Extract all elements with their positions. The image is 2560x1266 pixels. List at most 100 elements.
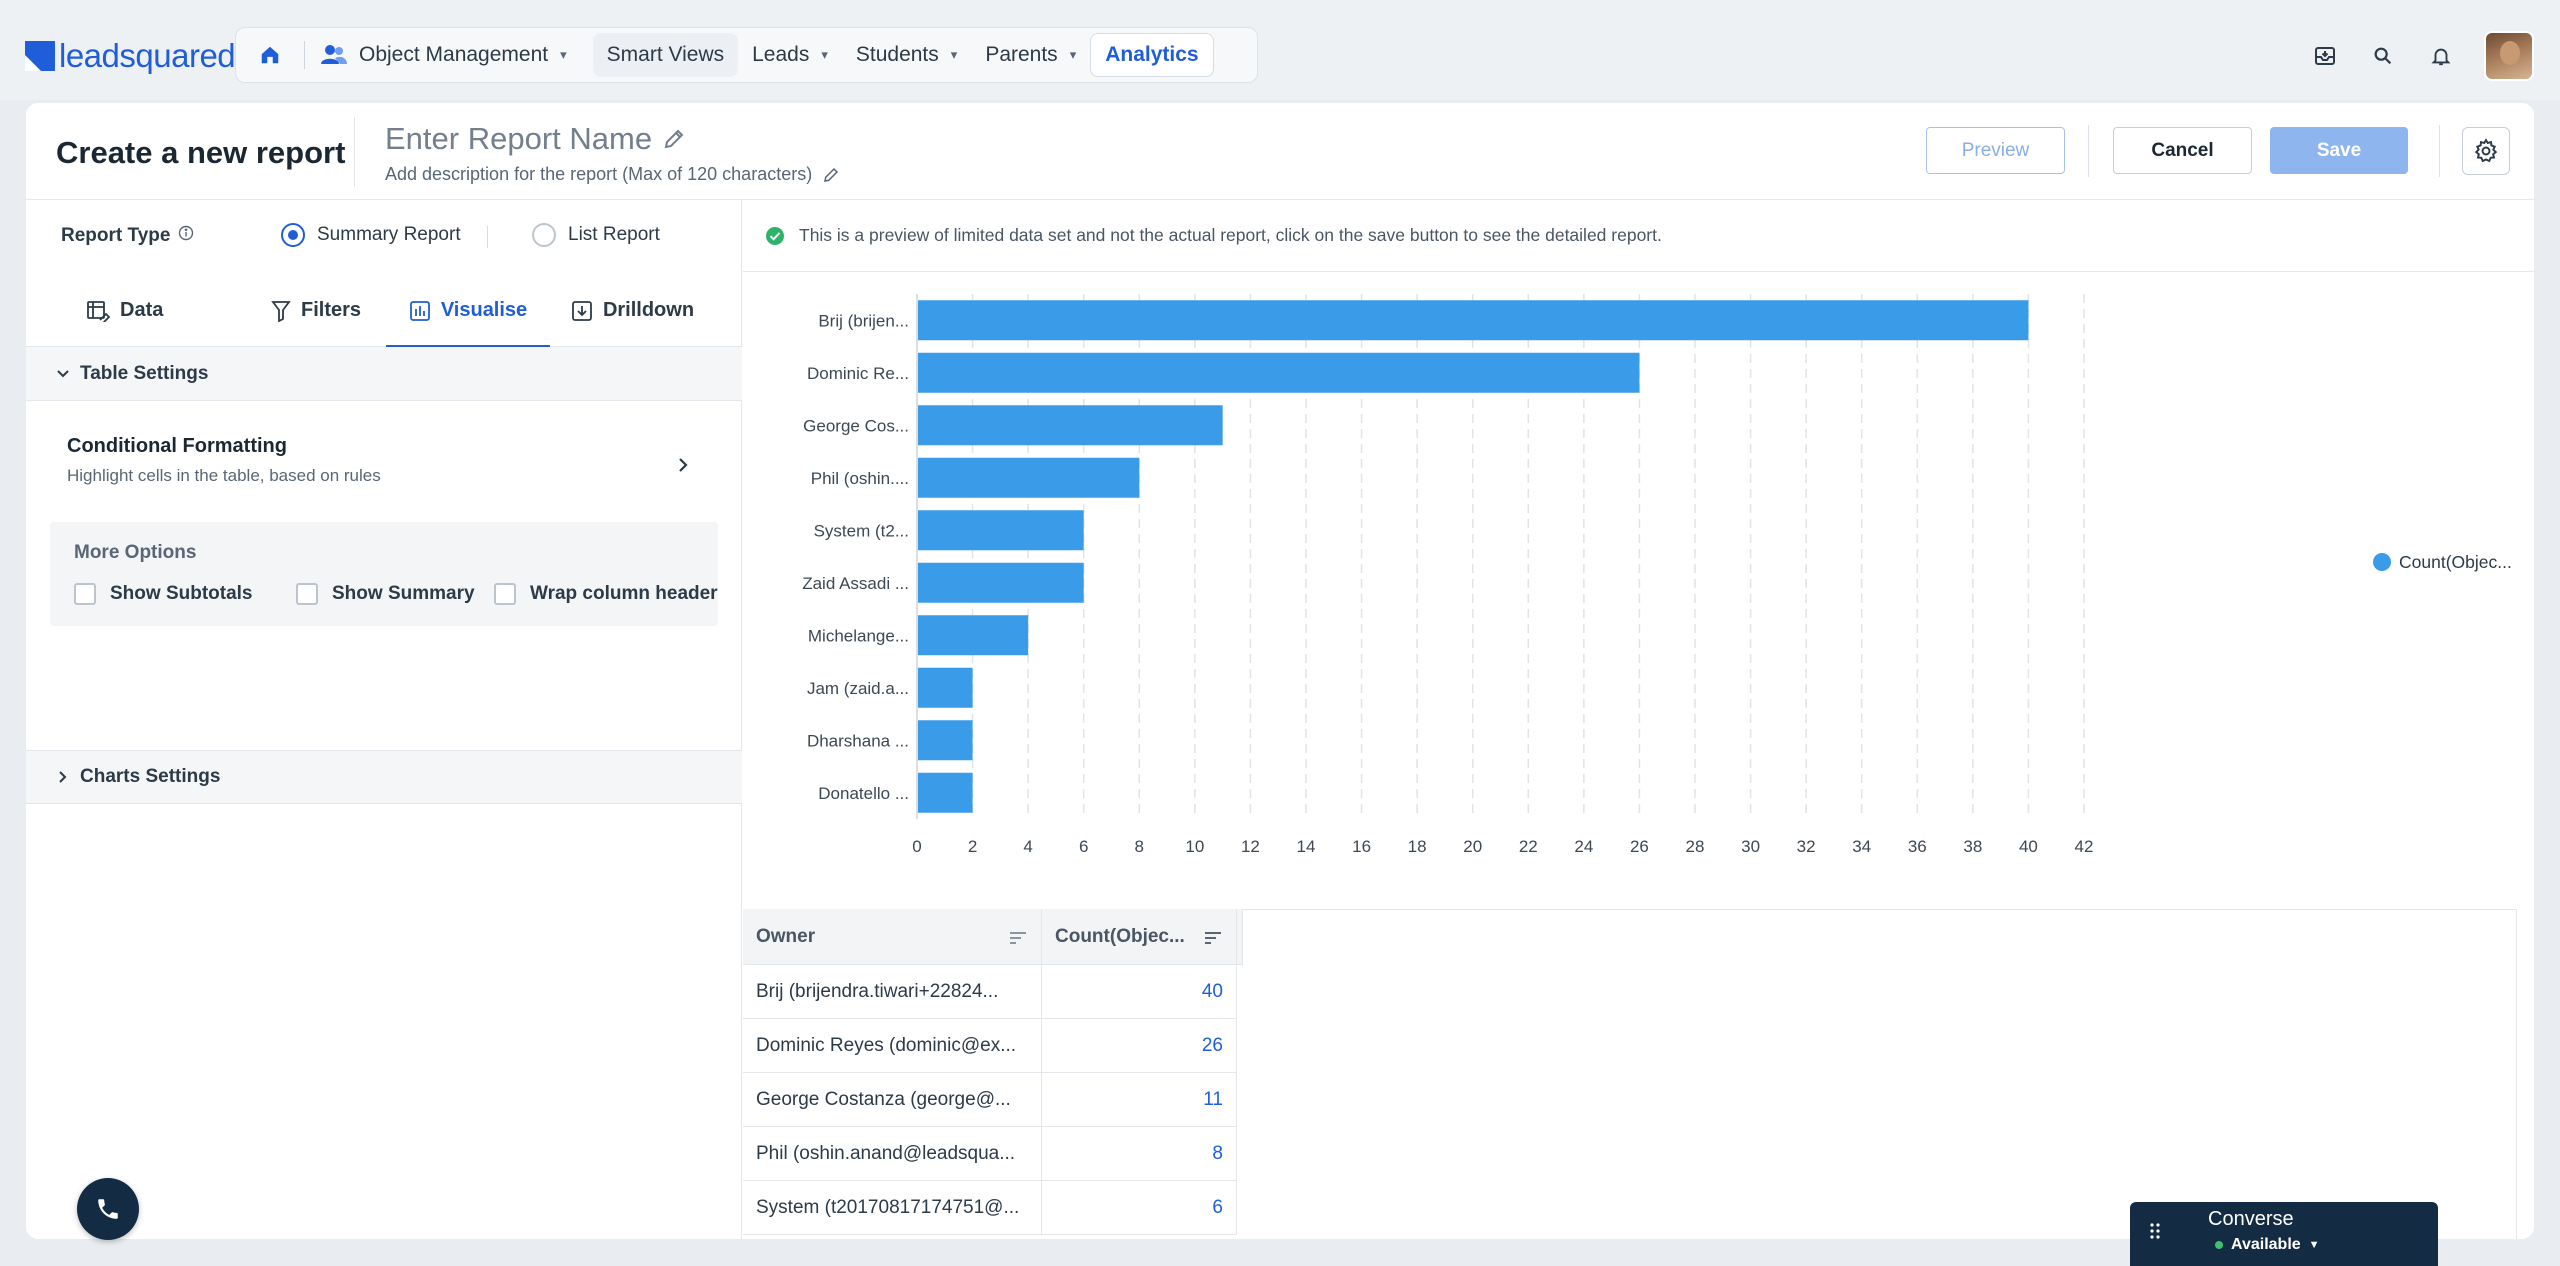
table-row[interactable]: Brij (brijendra.tiwari+22824... 40 [743, 965, 1237, 1019]
x-tick-label: 16 [1352, 837, 1371, 856]
conditional-formatting-row[interactable]: Conditional Formatting Highlight cells i… [26, 402, 742, 508]
count-cell[interactable]: 26 [1042, 1019, 1237, 1073]
report-description-field[interactable]: Add description for the report (Max of 1… [385, 164, 840, 185]
x-tick-label: 32 [1797, 837, 1816, 856]
edit-pencil-icon[interactable] [822, 166, 840, 184]
radio-selected-icon [281, 223, 305, 247]
search-button[interactable] [2354, 28, 2412, 84]
settings-button[interactable] [2462, 127, 2510, 175]
leadsquared-logo[interactable]: leadsquared [25, 36, 236, 76]
drag-grip-icon[interactable] [2150, 1222, 2160, 1240]
count-cell[interactable]: 40 [1042, 965, 1237, 1019]
nav-parents[interactable]: Parents ▾ [971, 33, 1090, 77]
show-summary-label: Show Summary [332, 583, 475, 604]
chevron-down-icon: ▾ [560, 47, 567, 62]
sort-icon[interactable] [1204, 929, 1222, 951]
chart-bar[interactable] [918, 562, 1084, 603]
header-divider [354, 117, 355, 187]
table-row[interactable]: Phil (oshin.anand@leadsqua... 8 [743, 1127, 1237, 1181]
save-button[interactable]: Save [2270, 127, 2408, 174]
chevron-down-icon: ▾ [821, 47, 828, 62]
checkbox-icon [74, 583, 96, 605]
checkbox-icon [494, 583, 516, 605]
cancel-button[interactable]: Cancel [2113, 127, 2252, 174]
count-cell[interactable]: 8 [1042, 1127, 1237, 1181]
sort-icon[interactable] [1009, 929, 1027, 951]
notifications-button[interactable] [2412, 28, 2470, 84]
report-name-field[interactable]: Enter Report Name [385, 121, 686, 157]
category-label: Brij (brijen... [818, 311, 909, 330]
tab-data-label: Data [120, 299, 164, 321]
x-tick-label: 0 [912, 837, 921, 856]
nav-analytics-label: Analytics [1105, 43, 1199, 66]
show-subtotals-label: Show Subtotals [110, 583, 253, 604]
count-cell[interactable]: 6 [1042, 1181, 1237, 1235]
show-summary-checkbox[interactable]: Show Summary [296, 583, 475, 605]
tab-filters[interactable]: Filters [246, 274, 386, 347]
owner-cell: System (t20170817174751@... [743, 1181, 1042, 1235]
chart-bar[interactable] [918, 457, 1140, 498]
bar-chart-icon [409, 300, 431, 322]
column-header-owner[interactable]: Owner [743, 909, 1042, 965]
home-button[interactable] [244, 33, 296, 77]
nav-students[interactable]: Students ▾ [842, 33, 971, 77]
preview-button[interactable]: Preview [1926, 127, 2065, 174]
report-builder-panel: Create a new report Enter Report Name Ad… [26, 103, 2534, 1239]
column-resize-handle[interactable] [1237, 909, 1243, 965]
phone-icon [98, 1199, 118, 1219]
availability-label: Available [2231, 1236, 2301, 1253]
nav-object-management[interactable]: Object Management ▾ [313, 33, 581, 77]
nav-analytics[interactable]: Analytics [1090, 33, 1214, 77]
logo-text: leadsquared [59, 37, 236, 74]
x-tick-label: 22 [1519, 837, 1538, 856]
nav-smart-views[interactable]: Smart Views [592, 33, 739, 77]
summary-report-label: Summary Report [317, 224, 461, 245]
column-owner-label: Owner [756, 925, 816, 947]
tab-visualise[interactable]: Visualise [386, 274, 550, 348]
show-subtotals-checkbox[interactable]: Show Subtotals [74, 583, 253, 605]
chart-bar[interactable] [918, 352, 1640, 393]
chart-bar[interactable] [918, 510, 1084, 551]
inbox-button[interactable] [2296, 28, 2354, 84]
charts-settings-label: Charts Settings [80, 766, 221, 787]
list-report-label: List Report [568, 224, 660, 245]
table-row[interactable]: George Costanza (george@... 11 [743, 1073, 1237, 1127]
count-cell[interactable]: 11 [1042, 1073, 1237, 1127]
category-label: Phil (oshin.... [811, 469, 909, 488]
chart-bar[interactable] [918, 772, 973, 813]
info-icon[interactable] [178, 225, 194, 247]
table-settings-section-header[interactable]: Table Settings [26, 347, 742, 401]
list-report-radio[interactable]: List Report [532, 223, 660, 247]
edit-pencil-icon[interactable] [662, 127, 686, 151]
bell-icon [2431, 48, 2451, 66]
chart-bar[interactable] [918, 615, 1029, 656]
wrap-column-header-checkbox[interactable]: Wrap column header [494, 583, 718, 605]
charts-settings-section-header[interactable]: Charts Settings [26, 750, 742, 804]
converse-widget[interactable]: Converse Available ▼ [2130, 1202, 2438, 1266]
more-options-title: More Options [74, 542, 197, 563]
tab-drilldown[interactable]: Drilldown [550, 274, 715, 347]
chart-bar[interactable] [918, 667, 973, 708]
call-button[interactable] [77, 1178, 139, 1240]
category-label: Michelange... [808, 626, 909, 645]
report-type-row: Report Type Summary Report List Report [26, 200, 742, 274]
legend-label: Count(Objec... [2399, 552, 2512, 572]
table-row[interactable]: Dominic Reyes (dominic@ex... 26 [743, 1019, 1237, 1073]
chart-bar[interactable] [918, 720, 973, 761]
user-avatar[interactable] [2484, 31, 2534, 81]
nav-leads[interactable]: Leads ▾ [738, 33, 842, 77]
tab-data[interactable]: Data [26, 274, 246, 347]
x-tick-label: 28 [1686, 837, 1705, 856]
x-tick-label: 8 [1135, 837, 1144, 856]
checkbox-icon [296, 583, 318, 605]
chevron-right-icon [56, 770, 70, 784]
summary-report-radio[interactable]: Summary Report [281, 223, 461, 247]
table-row[interactable]: System (t20170817174751@... 6 [743, 1181, 1237, 1235]
table-settings-label: Table Settings [80, 362, 209, 384]
preview-notice-text: This is a preview of limited data set an… [799, 225, 1662, 245]
availability-status[interactable]: Available ▼ [2215, 1236, 2320, 1254]
chart-bar[interactable] [918, 405, 1223, 446]
column-header-count[interactable]: Count(Objec... [1042, 909, 1237, 965]
chart-bar[interactable] [918, 300, 2029, 341]
report-settings-panel: Report Type Summary Report List Report D… [26, 200, 742, 1239]
